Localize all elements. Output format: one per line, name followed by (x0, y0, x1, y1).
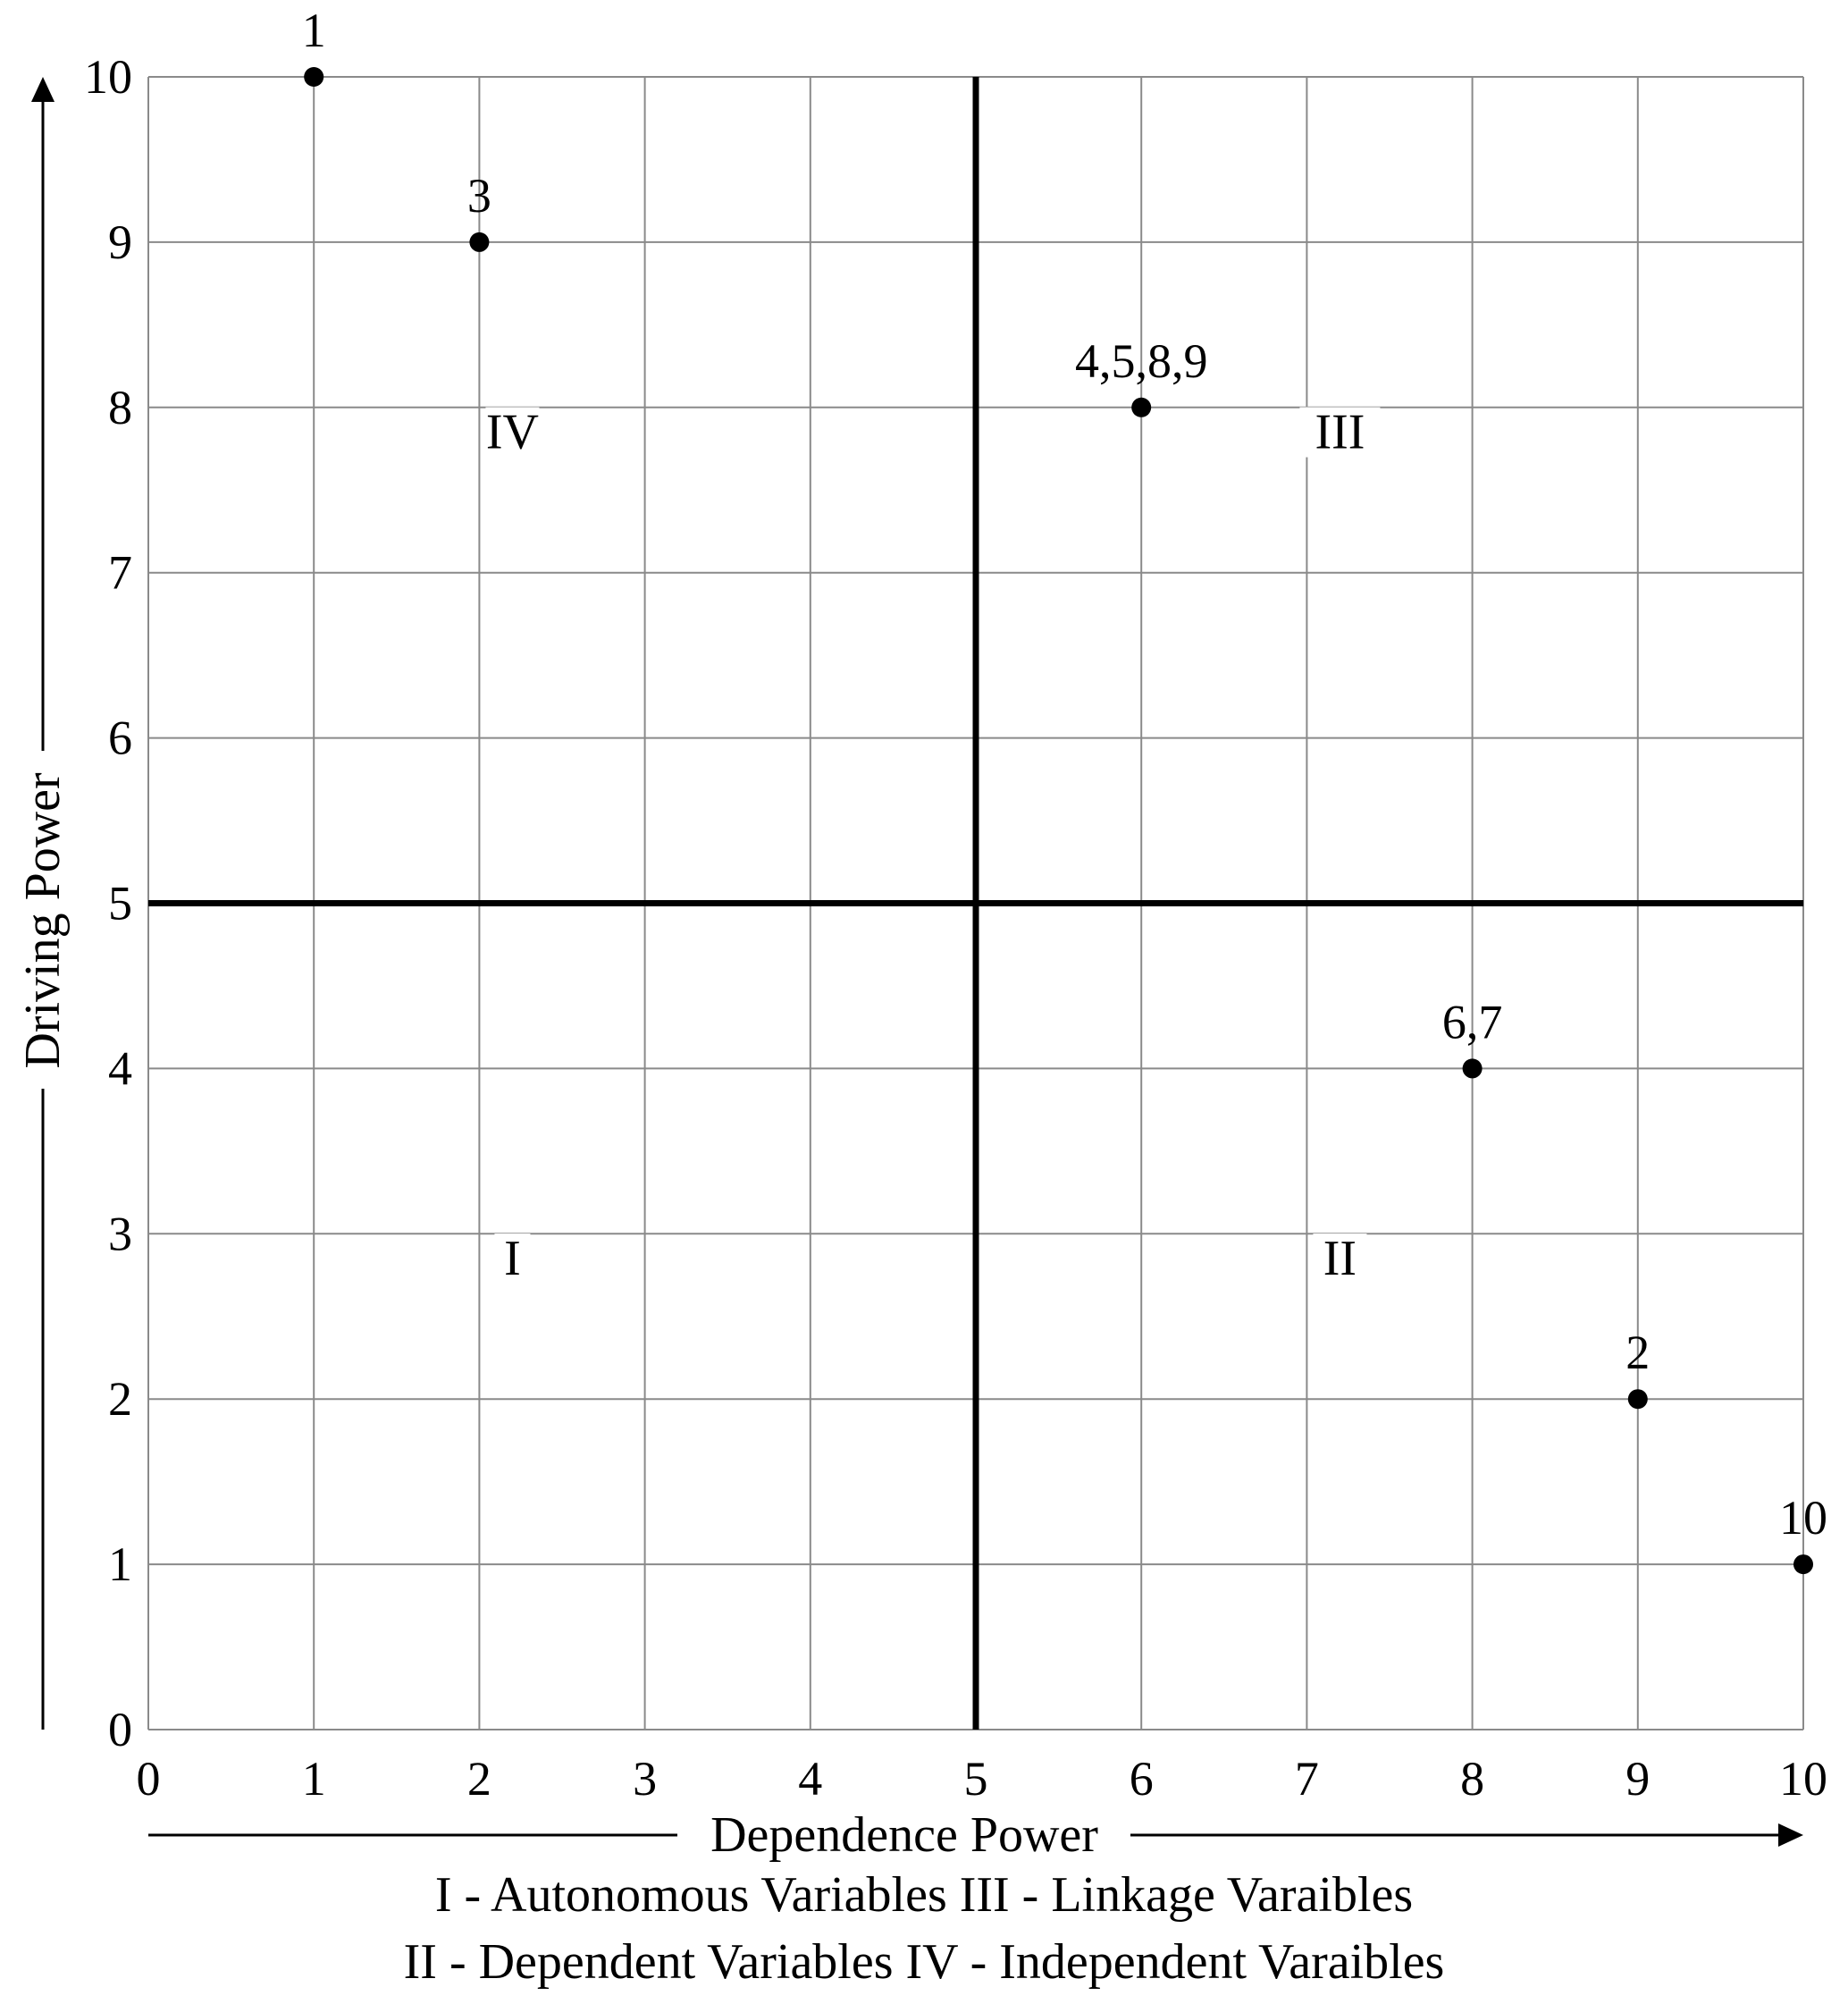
y-tick-label: 4 (108, 1041, 132, 1095)
y-tick-label: 10 (84, 50, 132, 104)
y-tick-label: 0 (108, 1703, 132, 1756)
x-tick-label: 7 (1295, 1752, 1319, 1806)
y-tick-label: 2 (108, 1372, 132, 1426)
x-tick-label: 8 (1460, 1752, 1484, 1806)
x-axis-title: Dependence Power (710, 1807, 1098, 1863)
y-axis-title: Driving Power (15, 772, 71, 1069)
y-tick-label: 3 (108, 1207, 132, 1260)
x-tick-label: 3 (633, 1752, 657, 1806)
legend-line-1: I - Autonomous Variables III - Linkage V… (434, 1867, 1414, 1923)
y-tick-label: 6 (108, 712, 132, 765)
data-point (1793, 1554, 1813, 1575)
data-points: 1 3 4,5,8,9 6,7 2 10 (302, 4, 1827, 1575)
quadrant-label-background (1313, 1234, 1367, 1284)
data-point-label: 1 (302, 4, 326, 57)
y-tick-label: 7 (108, 546, 132, 600)
axis-titles: Dependence Power Driving Power (15, 77, 1803, 1863)
tick-labels: 0 1 2 3 4 5 6 7 8 9 10 0 1 2 3 4 5 6 7 8 9 10 (84, 50, 1827, 1806)
data-point (1462, 1058, 1483, 1079)
y-tick-label: 1 (108, 1537, 132, 1591)
data-point-label: 4,5,8,9 (1075, 334, 1208, 388)
y-tick-label: 5 (108, 877, 132, 930)
x-tick-label: 5 (964, 1752, 988, 1806)
x-tick-label: 10 (1779, 1752, 1827, 1806)
data-point (1131, 397, 1152, 417)
quadrant-label-background (494, 1234, 531, 1284)
data-point (1627, 1389, 1648, 1410)
quadrant-label: IV (486, 405, 539, 460)
x-tick-label: 6 (1130, 1752, 1154, 1806)
quadrant-label: III (1315, 405, 1365, 460)
data-point-label: 2 (1625, 1326, 1650, 1379)
data-point (469, 232, 490, 252)
x-tick-label: 2 (467, 1752, 491, 1806)
x-tick-label: 4 (798, 1752, 822, 1806)
quadrant-label-background (485, 407, 540, 458)
quadrant-label: I (504, 1231, 521, 1286)
x-tick-label: 9 (1625, 1752, 1650, 1806)
data-point-label: 3 (467, 169, 491, 223)
x-tick-label: 1 (302, 1752, 326, 1806)
y-axis-arrowhead (31, 77, 55, 102)
x-tick-label: 0 (137, 1752, 161, 1806)
x-axis-arrowhead (1778, 1823, 1803, 1847)
y-tick-label: 9 (108, 215, 132, 269)
quadrant-dividers (148, 77, 1803, 1730)
y-tick-label: 8 (108, 381, 132, 434)
quadrant-label: II (1323, 1231, 1357, 1286)
data-point-label: 10 (1779, 1491, 1827, 1545)
data-point (304, 67, 324, 87)
data-point-label: 6,7 (1442, 995, 1503, 1048)
quadrant-label-background (1299, 407, 1381, 458)
legend-line-2: II - Dependent Variables IV - Independen… (403, 1934, 1445, 1990)
